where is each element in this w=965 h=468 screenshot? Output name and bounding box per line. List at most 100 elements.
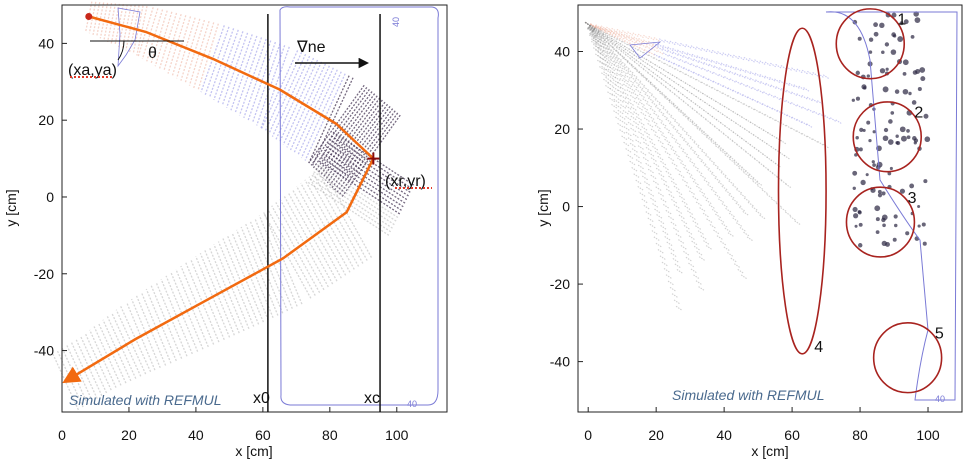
beam-wavefront [316, 163, 399, 219]
scattered-wavefront [646, 135, 654, 141]
beam-wavefront [314, 167, 397, 222]
scattered-wavefront [618, 46, 626, 52]
scattered-wavefront [757, 89, 765, 94]
scattered-wavefront [695, 201, 703, 207]
scattered-wavefront [695, 78, 703, 84]
scattered-dot [914, 17, 921, 24]
scattered-wavefront [605, 47, 613, 53]
left-density-contour [117, 6, 439, 406]
beam-wavefront [321, 152, 404, 208]
scattered-wavefront [674, 56, 681, 62]
scattered-wavefront [621, 120, 629, 126]
beam-wavefront [318, 160, 401, 215]
beam-wavefront [309, 178, 392, 233]
scattered-wavefront [603, 49, 611, 55]
scattered-wavefront [590, 23, 597, 29]
scattered-wavefront [605, 37, 613, 43]
scattered-wavefront [679, 135, 687, 141]
scattered-wavefront [666, 111, 673, 117]
scattered-wavefront [619, 42, 627, 48]
scattered-wavefront [752, 180, 760, 186]
scattered-wavefront [801, 94, 809, 100]
scattered-wavefront [603, 78, 610, 84]
scattered-wavefront [706, 84, 714, 90]
scattered-wavefront [677, 49, 684, 55]
left-x-axis-label: x [cm] [235, 443, 272, 459]
scattered-wavefront [631, 73, 639, 79]
scattered-wavefront [706, 218, 713, 224]
scattered-dot [868, 37, 874, 42]
scattered-wavefront [710, 141, 718, 146]
scattered-wavefront [696, 65, 703, 71]
scattered-wavefront [677, 90, 685, 96]
scattered-wavefront [615, 116, 622, 122]
scattered-wavefront [593, 43, 600, 49]
scattered-dot [881, 50, 885, 55]
scattered-wavefront [749, 154, 757, 160]
scattered-wavefront [665, 209, 673, 215]
scattered-wavefront [747, 201, 755, 207]
scattered-wavefront [791, 91, 798, 97]
scattered-wavefront [731, 140, 739, 146]
scattered-wavefront [706, 95, 713, 101]
beam-wavefront [311, 77, 354, 166]
scattered-wavefront [597, 40, 605, 46]
scattered-wavefront [775, 86, 783, 92]
scattered-wavefront [678, 195, 686, 201]
scattered-wavefront [645, 58, 653, 64]
scattered-wavefront [655, 167, 663, 173]
scattered-dot [877, 193, 883, 198]
scattered-wavefront [761, 189, 769, 195]
scattered-wavefront [764, 61, 772, 67]
xc-label: xc [364, 390, 380, 407]
scattered-wavefront [651, 44, 659, 50]
scattered-wavefront [584, 21, 592, 27]
right-panel: 1 2 3 4 5 0 20 40 60 80 100 40 20 0 -20 -40 Simulated … [535, 4, 963, 459]
scattered-wavefront [595, 25, 602, 31]
scattered-dot [920, 76, 926, 82]
y-tick-label: 20 [554, 121, 570, 137]
scattered-wavefront [693, 71, 700, 77]
scattered-wavefront [686, 171, 694, 177]
scattered-wavefront [616, 28, 624, 34]
x-tick-label: 20 [121, 427, 137, 443]
scattered-dot [852, 170, 858, 176]
scattered-wavefront [658, 38, 666, 44]
scattered-wavefront [718, 198, 725, 204]
scattered-wavefront [591, 30, 599, 36]
scattered-wavefront [650, 174, 657, 180]
scattered-wavefront [611, 39, 619, 45]
scattered-wavefront [635, 159, 643, 165]
scattered-wavefront [600, 30, 608, 35]
scattered-wavefront [698, 286, 705, 292]
scattered-wavefront [703, 61, 711, 67]
scattered-dot [888, 119, 893, 124]
scattered-wavefront [732, 184, 739, 190]
scattered-wavefront [755, 79, 762, 85]
scattered-wavefront [662, 107, 670, 113]
scattered-dot [897, 36, 904, 42]
scattered-dot [879, 68, 886, 74]
scattered-wavefront [682, 150, 689, 156]
scattered-wavefront [619, 53, 626, 59]
scattered-wavefront [689, 176, 697, 182]
scattered-wavefront [638, 131, 645, 137]
scattered-wavefront [721, 222, 728, 228]
scattered-wavefront [584, 21, 592, 27]
scattered-wavefront [597, 54, 604, 60]
scattered-wavefront [635, 116, 643, 122]
scattered-wavefront [623, 68, 631, 74]
scattered-wavefront [606, 35, 614, 40]
scattered-wavefront [682, 114, 690, 120]
beam-wavefront [140, 292, 172, 364]
scattered-wavefront [627, 137, 635, 143]
scattered-wavefront [584, 21, 592, 27]
scattered-wavefront [612, 51, 619, 57]
scattered-wavefront [729, 156, 737, 162]
scattered-wavefront [594, 30, 601, 36]
scattered-wavefront [647, 217, 655, 223]
scattered-wavefront [764, 75, 772, 81]
scattered-wavefront [672, 103, 680, 109]
scattered-wavefront [685, 184, 693, 190]
scattered-dot [873, 31, 879, 37]
